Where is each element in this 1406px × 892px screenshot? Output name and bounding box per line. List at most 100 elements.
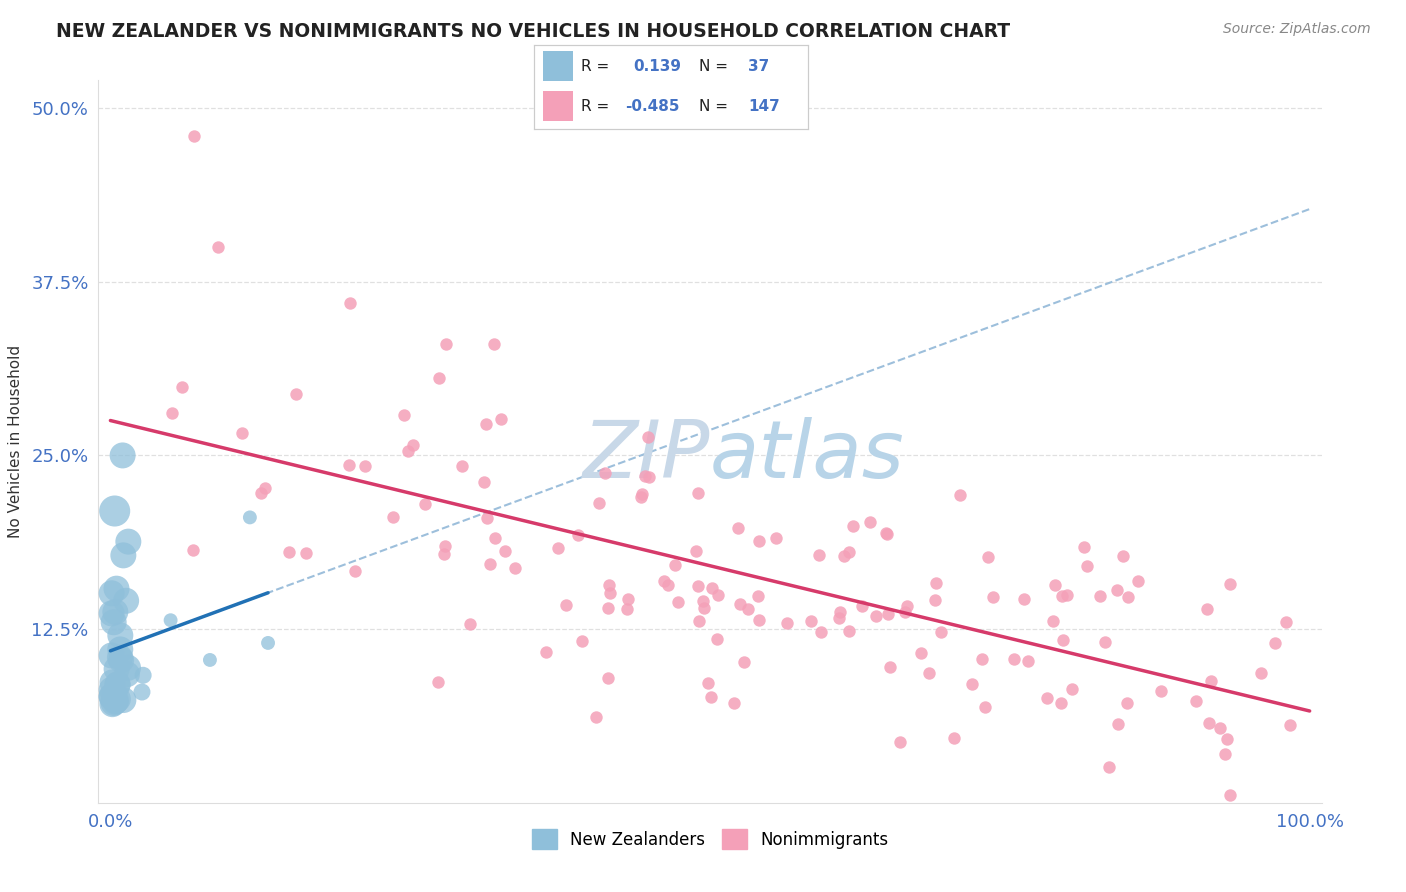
Point bbox=[112, 693, 135, 707]
Point bbox=[692, 594, 714, 608]
Point bbox=[339, 295, 361, 310]
Point bbox=[1216, 732, 1239, 747]
Point bbox=[1185, 694, 1208, 708]
Point bbox=[596, 672, 619, 686]
Point bbox=[1107, 716, 1129, 731]
Point bbox=[733, 655, 755, 669]
Point bbox=[688, 614, 710, 628]
Point bbox=[475, 417, 498, 432]
Point bbox=[800, 614, 823, 628]
Point bbox=[1014, 591, 1036, 606]
Point bbox=[339, 458, 361, 473]
Point bbox=[666, 595, 689, 609]
Point bbox=[842, 518, 865, 533]
Point bbox=[943, 731, 966, 746]
Point bbox=[1049, 696, 1071, 710]
Text: Source: ZipAtlas.com: Source: ZipAtlas.com bbox=[1223, 22, 1371, 37]
Point bbox=[110, 653, 132, 667]
Point bbox=[110, 628, 132, 642]
Bar bbox=[543, 91, 572, 120]
Y-axis label: No Vehicles in Household: No Vehicles in Household bbox=[8, 345, 22, 538]
Point bbox=[697, 675, 720, 690]
Point bbox=[1098, 760, 1121, 774]
Point bbox=[451, 459, 474, 474]
Point bbox=[571, 634, 593, 648]
Point bbox=[970, 651, 993, 665]
Bar bbox=[543, 52, 572, 81]
Point bbox=[737, 602, 759, 616]
Text: N =: N = bbox=[699, 98, 728, 113]
Point bbox=[105, 662, 128, 676]
Point bbox=[285, 387, 308, 401]
Text: R =: R = bbox=[581, 98, 609, 113]
Point bbox=[475, 510, 498, 524]
Point bbox=[103, 615, 125, 630]
Point bbox=[616, 601, 638, 615]
Point bbox=[808, 548, 831, 562]
Text: 147: 147 bbox=[748, 98, 780, 113]
Point bbox=[104, 504, 127, 518]
Point bbox=[100, 682, 122, 697]
Point bbox=[433, 547, 456, 561]
Point bbox=[100, 586, 122, 600]
Point bbox=[392, 409, 415, 423]
Point bbox=[107, 678, 129, 692]
Point bbox=[117, 661, 139, 675]
Point bbox=[494, 543, 516, 558]
Point bbox=[593, 466, 616, 480]
Point bbox=[981, 591, 1004, 605]
Point bbox=[723, 696, 745, 710]
Point bbox=[478, 557, 501, 571]
Point bbox=[354, 458, 377, 473]
Point bbox=[198, 653, 221, 667]
Point bbox=[295, 546, 318, 560]
Point bbox=[382, 509, 405, 524]
Point bbox=[117, 534, 139, 549]
Point bbox=[1090, 589, 1112, 603]
Point bbox=[1219, 788, 1241, 802]
Point bbox=[931, 624, 953, 639]
Point bbox=[427, 674, 450, 689]
Point bbox=[472, 475, 495, 489]
Point bbox=[588, 496, 610, 510]
Point bbox=[482, 337, 505, 351]
Point bbox=[1199, 673, 1222, 688]
Point bbox=[1111, 549, 1133, 563]
Point bbox=[910, 646, 932, 660]
Point bbox=[1107, 583, 1129, 598]
Point bbox=[207, 240, 229, 254]
Point bbox=[838, 624, 860, 638]
Point bbox=[699, 690, 721, 704]
Point bbox=[765, 531, 787, 545]
Point bbox=[107, 692, 129, 706]
Point bbox=[110, 642, 132, 657]
Point bbox=[484, 531, 506, 545]
Point bbox=[918, 666, 941, 681]
Point bbox=[1036, 690, 1059, 705]
Point bbox=[1126, 574, 1149, 589]
Point bbox=[810, 624, 832, 639]
Point bbox=[231, 426, 253, 441]
Point bbox=[434, 337, 457, 351]
Point bbox=[105, 582, 128, 596]
Point bbox=[131, 685, 153, 699]
Point bbox=[396, 444, 419, 458]
Point bbox=[894, 605, 917, 619]
Point bbox=[851, 599, 873, 613]
Point bbox=[112, 549, 135, 563]
Point bbox=[617, 592, 640, 607]
Point bbox=[775, 616, 797, 631]
Point bbox=[1250, 665, 1272, 680]
Point bbox=[585, 710, 607, 724]
Point bbox=[132, 668, 155, 682]
Point bbox=[896, 599, 918, 613]
Point bbox=[104, 695, 127, 709]
Point bbox=[257, 636, 280, 650]
Point bbox=[103, 687, 125, 701]
Point bbox=[1052, 632, 1074, 647]
Text: N =: N = bbox=[699, 59, 728, 74]
Point bbox=[401, 438, 423, 452]
Point bbox=[555, 598, 578, 612]
Point bbox=[1195, 602, 1218, 616]
Point bbox=[876, 527, 898, 541]
